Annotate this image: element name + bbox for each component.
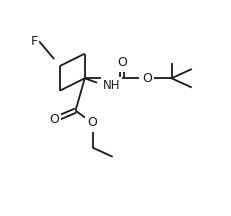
Text: O: O <box>49 113 58 126</box>
Text: F: F <box>30 35 37 48</box>
Text: O: O <box>87 116 97 129</box>
Text: O: O <box>117 56 126 69</box>
Text: NH: NH <box>102 79 120 92</box>
Text: O: O <box>141 72 151 85</box>
